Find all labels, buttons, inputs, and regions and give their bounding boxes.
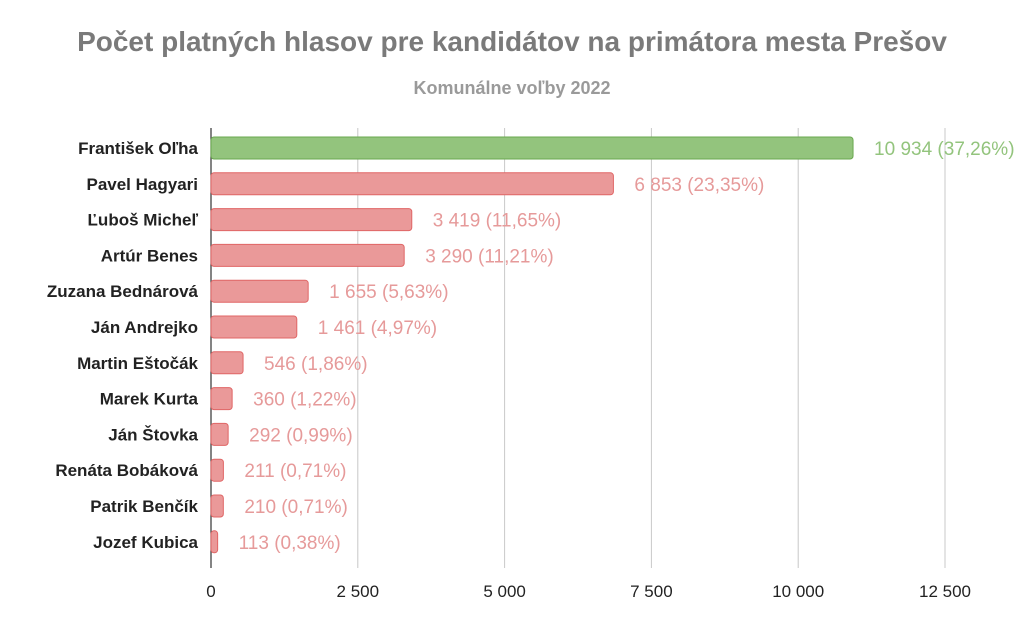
category-label: Martin Eštočák: [77, 354, 198, 373]
x-tick-label: 10 000: [772, 582, 824, 601]
data-label: 292 (0,99%): [249, 425, 353, 446]
data-label: 6 853 (23,35%): [634, 175, 764, 196]
category-label: Renáta Bobáková: [55, 461, 198, 480]
x-tick-label: 12 500: [919, 582, 971, 601]
data-label: 1 655 (5,63%): [329, 282, 448, 303]
bar: [210, 422, 229, 446]
data-label: 3 419 (11,65%): [433, 211, 562, 232]
data-label: 546 (1,86%): [264, 354, 368, 375]
x-tick-label: 2 500: [337, 582, 380, 601]
category-label: Ľuboš Micheľ: [88, 211, 199, 230]
chart-title: Počet platných hlasov pre kandidátov na …: [77, 26, 947, 57]
category-label: Patrik Benčík: [90, 497, 198, 516]
category-label: Pavel Hagyari: [86, 175, 198, 194]
x-tick-label: 0: [206, 582, 215, 601]
data-label: 113 (0,38%): [239, 533, 341, 554]
bar: [210, 458, 224, 482]
bar: [210, 136, 854, 160]
category-label: Ján Štovka: [108, 425, 198, 444]
data-label: 210 (0,71%): [244, 497, 348, 518]
bar: [210, 243, 405, 267]
bar: [210, 351, 244, 375]
chart-subtitle: Komunálne voľby 2022: [413, 78, 611, 98]
category-label: Zuzana Bednárová: [47, 282, 199, 301]
category-label: Jozef Kubica: [93, 533, 198, 552]
x-tick-label: 7 500: [630, 582, 673, 601]
data-label: 3 290 (11,21%): [425, 246, 554, 267]
category-label: Artúr Benes: [101, 246, 198, 265]
bar: [210, 279, 309, 303]
category-label: Ján Andrejko: [91, 318, 198, 337]
bar: [210, 208, 413, 232]
data-label: 10 934 (37,26%): [874, 139, 1015, 160]
bar: [210, 530, 219, 554]
data-label: 360 (1,22%): [253, 390, 357, 411]
data-label: 211 (0,71%): [244, 461, 346, 482]
data-label: 1 461 (4,97%): [318, 318, 437, 339]
bar: [210, 494, 224, 518]
category-label: Marek Kurta: [100, 390, 199, 409]
x-tick-label: 5 000: [483, 582, 526, 601]
bar: [210, 387, 233, 411]
bar: [210, 172, 614, 196]
bar: [210, 315, 298, 339]
category-label: František Oľha: [78, 139, 198, 158]
